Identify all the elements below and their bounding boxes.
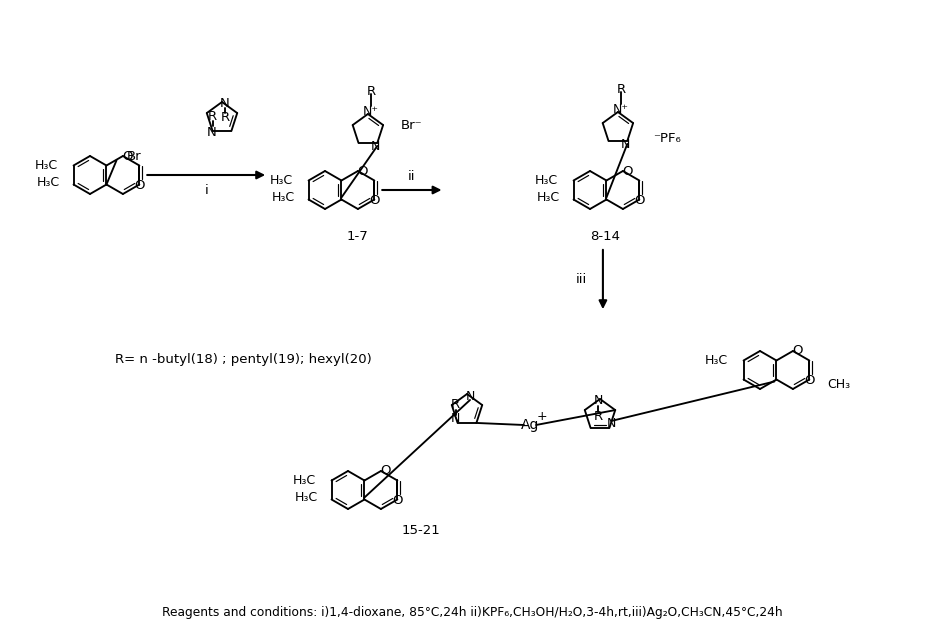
Text: H₃C: H₃C (34, 159, 58, 172)
Text: H₃C: H₃C (534, 174, 557, 187)
Text: O: O (622, 164, 632, 177)
Text: R: R (220, 110, 229, 124)
Text: 15-21: 15-21 (401, 525, 440, 537)
Text: N: N (464, 389, 474, 403)
Text: R: R (450, 398, 460, 411)
Text: N: N (620, 139, 630, 152)
Text: N: N (450, 413, 460, 426)
Text: iii: iii (575, 273, 586, 286)
Text: N: N (220, 97, 229, 110)
Text: H₃C: H₃C (271, 191, 295, 204)
Text: N: N (370, 140, 379, 154)
Text: Reagents and conditions: i)1,4-dioxane, 85°C,24h ii)KPF₆,CH₃OH/H₂O,3-4h,rt,iii)A: Reagents and conditions: i)1,4-dioxane, … (161, 606, 782, 619)
Text: O: O (369, 194, 379, 207)
Text: N⁺: N⁺ (613, 102, 629, 115)
Text: N: N (207, 127, 216, 139)
Text: O: O (633, 194, 644, 207)
Text: O: O (134, 179, 144, 192)
Text: H₃C: H₃C (292, 474, 315, 487)
Text: O: O (803, 374, 814, 387)
Text: ii: ii (408, 169, 415, 182)
Text: +: + (536, 411, 547, 423)
Text: R: R (208, 110, 217, 124)
Text: 1-7: 1-7 (346, 231, 368, 243)
Text: H₃C: H₃C (295, 491, 317, 504)
Text: R: R (593, 411, 602, 423)
Text: O: O (392, 494, 402, 507)
Text: N: N (593, 394, 602, 408)
Text: CH₃: CH₃ (827, 378, 850, 391)
Text: Ag: Ag (520, 418, 539, 432)
Text: Br⁻: Br⁻ (400, 119, 422, 132)
Text: N: N (606, 418, 615, 431)
Text: O: O (357, 164, 368, 177)
Text: R= n -butyl(18) ; pentyl(19); hexyl(20): R= n -butyl(18) ; pentyl(19); hexyl(20) (115, 354, 371, 367)
Text: R: R (615, 83, 625, 95)
Text: 8-14: 8-14 (589, 231, 619, 243)
Text: H₃C: H₃C (536, 191, 559, 204)
Text: O: O (123, 149, 133, 162)
Text: N⁺: N⁺ (362, 105, 379, 117)
Text: ⁻PF₆: ⁻PF₆ (653, 132, 681, 144)
Text: R: R (366, 85, 375, 98)
Text: H₃C: H₃C (703, 354, 727, 367)
Text: H₃C: H₃C (37, 176, 59, 189)
Text: O: O (792, 344, 802, 357)
Text: H₃C: H₃C (269, 174, 293, 187)
Text: i: i (204, 184, 208, 196)
Text: Br: Br (126, 150, 141, 163)
Text: O: O (380, 465, 391, 478)
